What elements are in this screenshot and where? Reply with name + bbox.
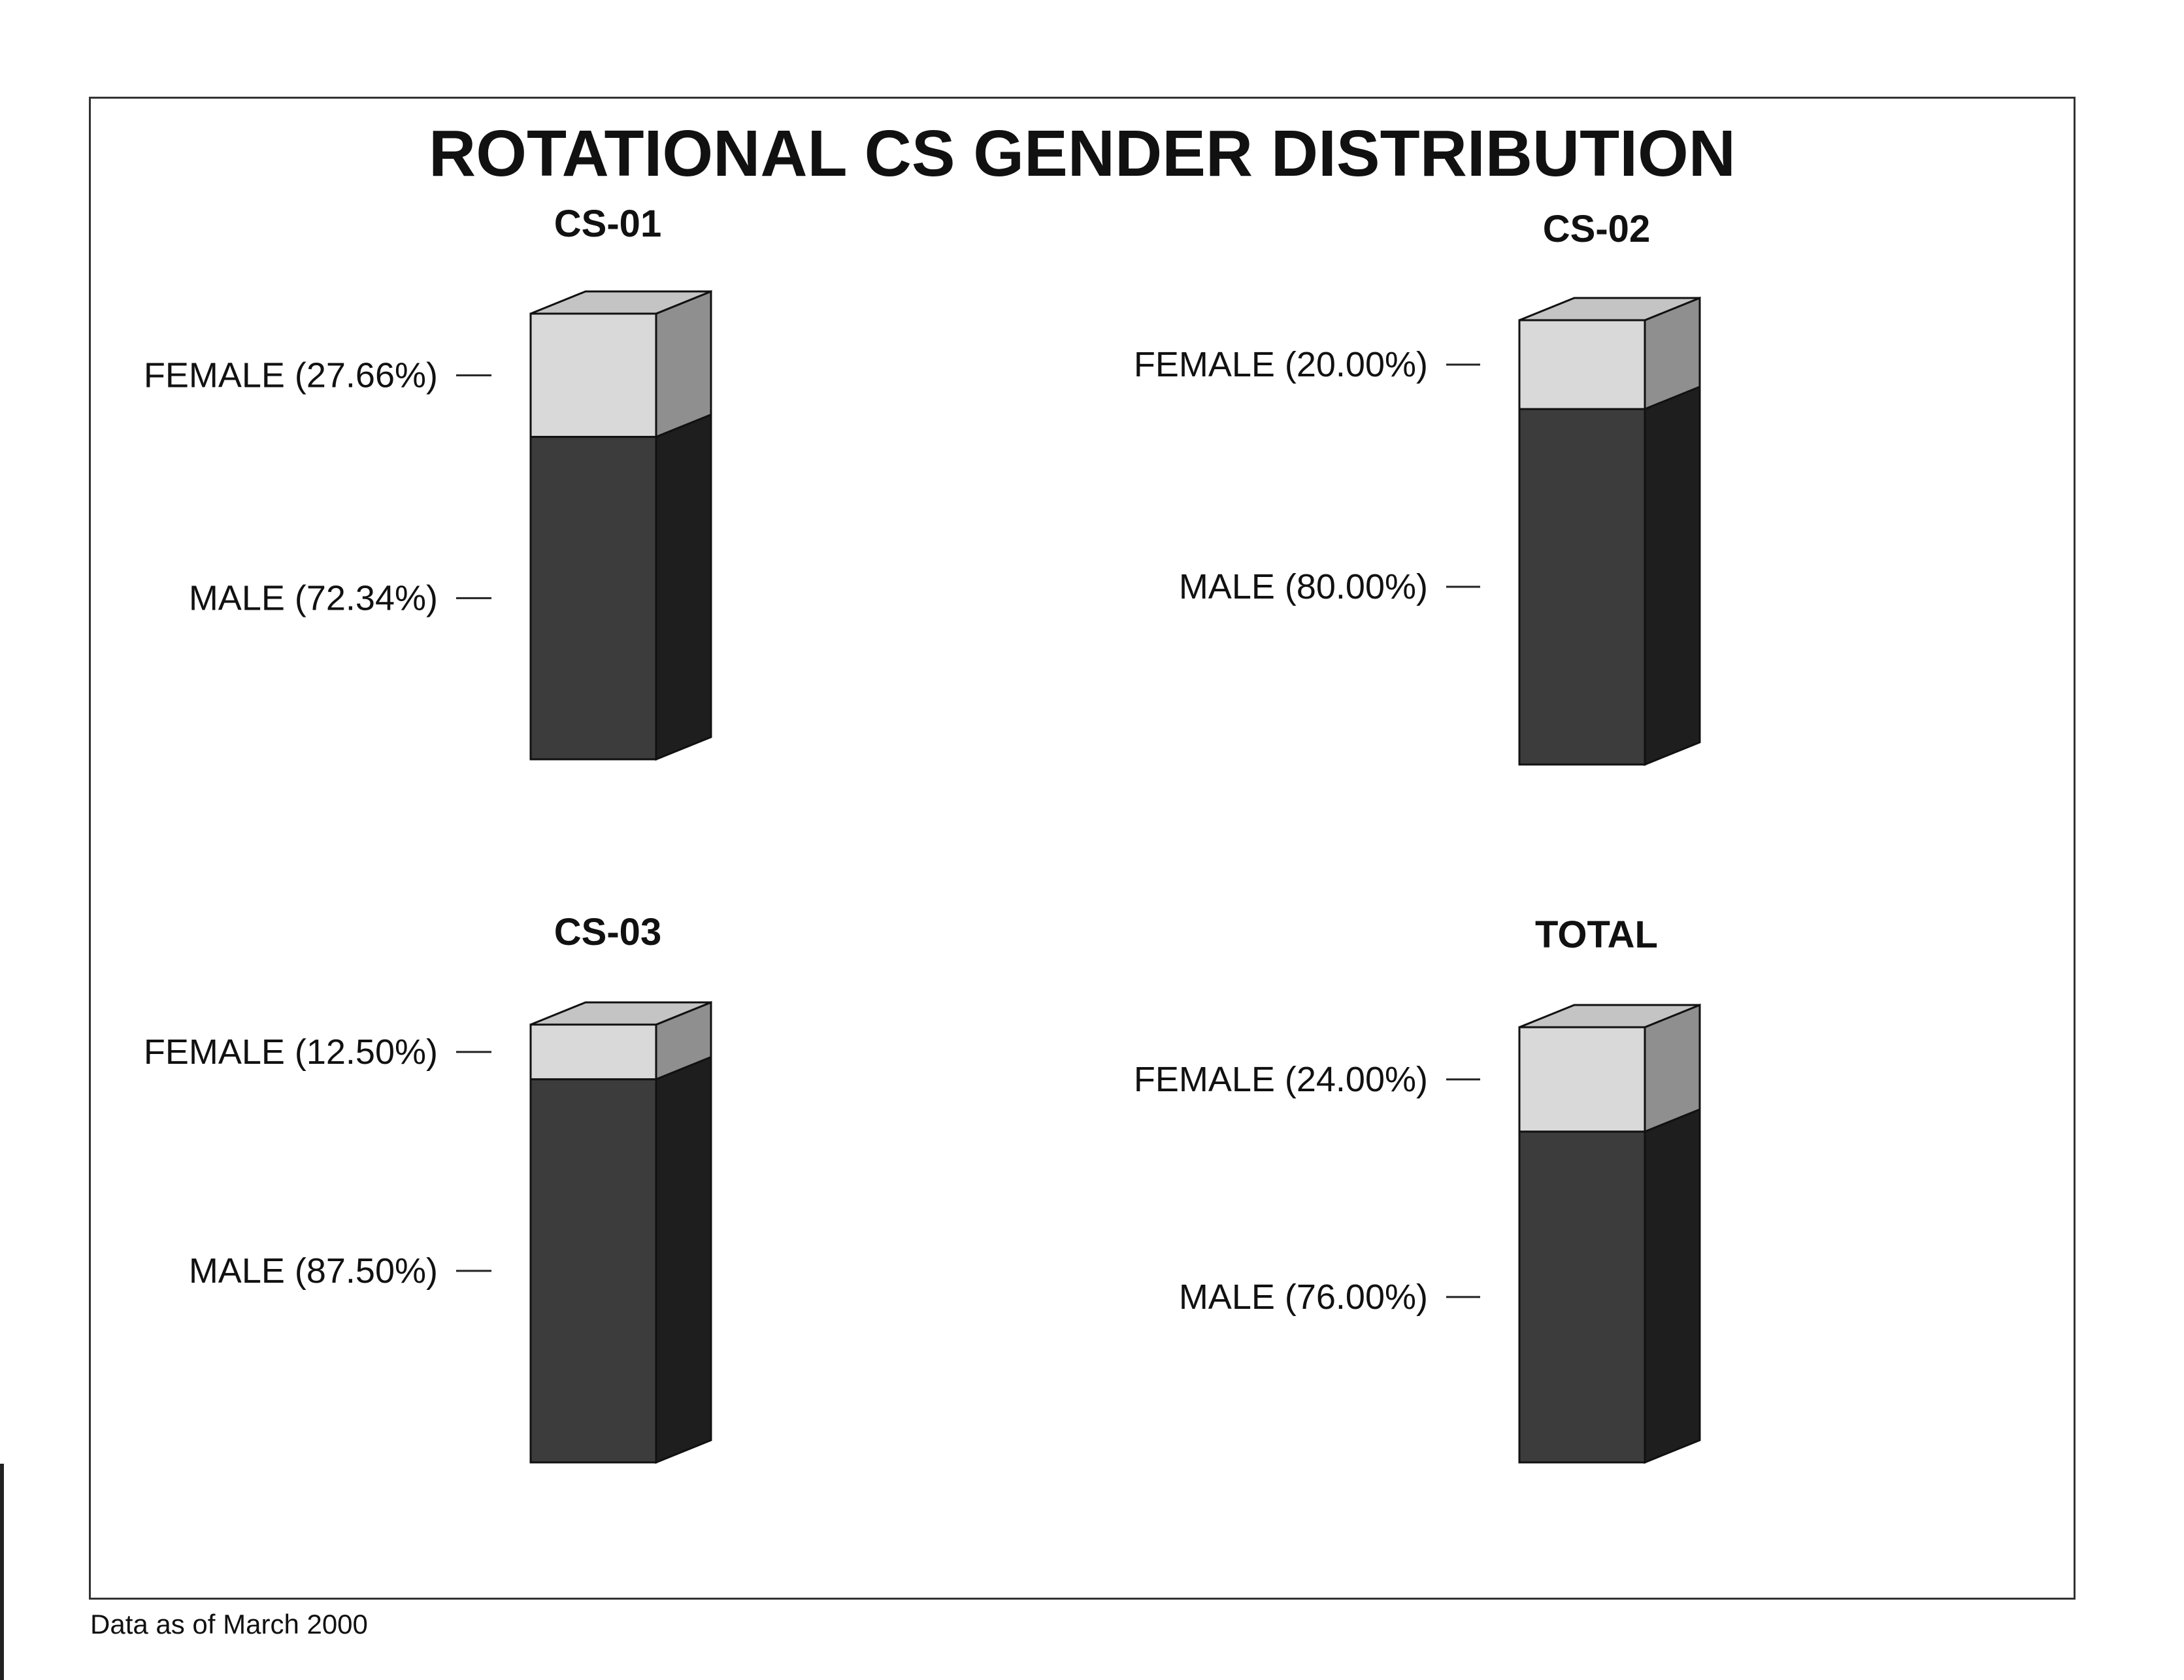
bar-side-male-cs-02 (1644, 385, 1701, 766)
bar-segment-female-cs-03 (529, 1023, 657, 1081)
label-male-cs-03: MALE (87.50%) (189, 1251, 438, 1291)
bar-segment-male-cs-01 (529, 436, 657, 761)
bar-segment-male-cs-03 (529, 1078, 657, 1464)
bar-segment-female-cs-02 (1518, 319, 1646, 410)
bar-segment-female-cs-01 (529, 312, 657, 438)
chart-title-total: TOTAL (1535, 914, 1658, 956)
data-date-note: Data as of March 2000 (90, 1609, 368, 1639)
label-male-cs-02: MALE (80.00%) (1179, 567, 1428, 606)
chart-title-cs-03: CS-03 (554, 911, 661, 953)
bar-segment-male-cs-02 (1518, 408, 1646, 766)
bar-top-cs-01 (530, 290, 712, 315)
chart-frame (89, 97, 2076, 1600)
label-female-total: FEMALE (24.00%) (1134, 1060, 1428, 1099)
scan-edge (0, 1464, 4, 1680)
bar-side-male-cs-01 (655, 413, 712, 761)
label-female-cs-03: FEMALE (12.50%) (144, 1032, 438, 1072)
label-male-total: MALE (76.00%) (1179, 1277, 1428, 1317)
bar-side-male-cs-03 (655, 1055, 712, 1464)
bar-segment-male-total (1518, 1130, 1646, 1464)
bar-top-total (1519, 1004, 1700, 1029)
label-female-cs-02: FEMALE (20.00%) (1134, 345, 1428, 384)
bar-top-cs-03 (530, 1001, 712, 1026)
chart-title-cs-01: CS-01 (554, 203, 661, 245)
label-female-cs-01: FEMALE (27.66%) (144, 355, 438, 395)
label-male-cs-01: MALE (72.34%) (189, 578, 438, 618)
bar-segment-female-total (1518, 1026, 1646, 1133)
bar-top-cs-02 (1519, 297, 1700, 321)
chart-title-cs-02: CS-02 (1543, 208, 1650, 250)
bar-side-female-cs-01 (655, 289, 712, 438)
page-title: ROTATIONAL CS GENDER DISTRIBUTION (429, 117, 1736, 190)
bar-side-male-total (1644, 1108, 1701, 1464)
